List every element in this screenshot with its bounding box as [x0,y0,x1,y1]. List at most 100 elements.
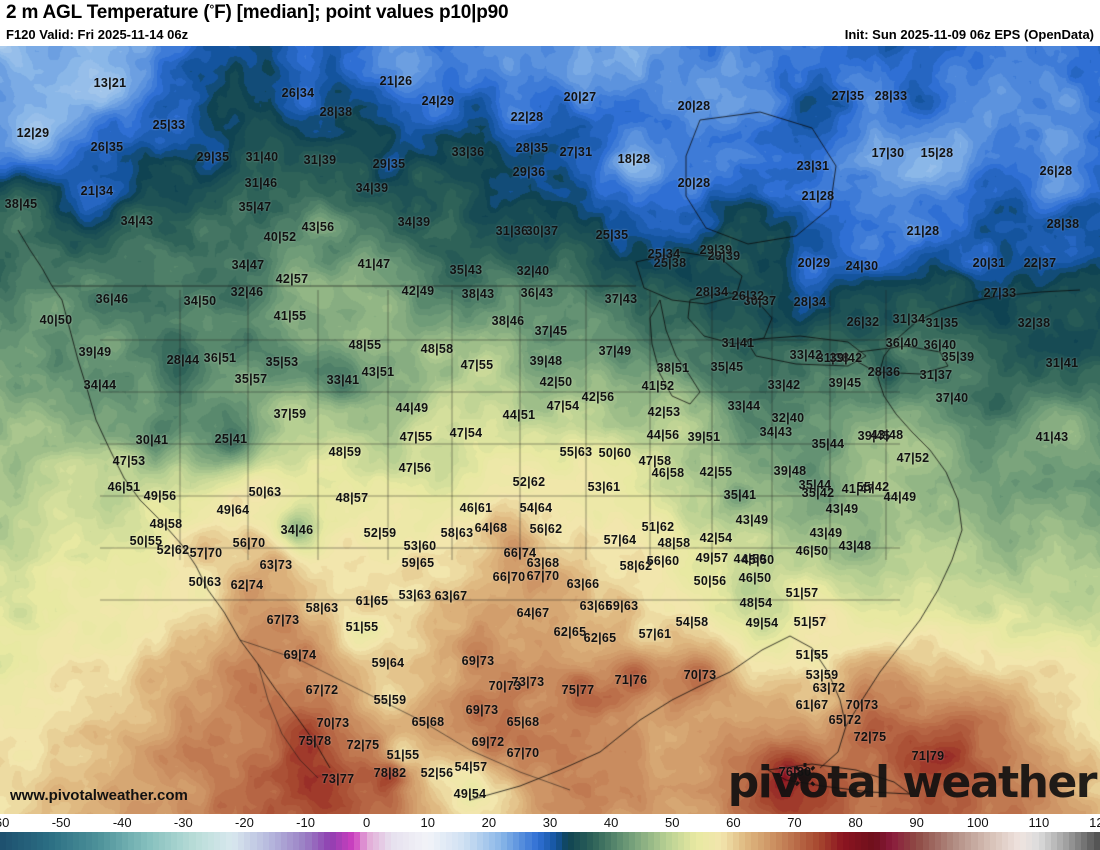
colorbar-swatch [653,832,660,850]
colorbar-swatch [623,832,630,850]
point-value-label: 64|68 [474,521,508,535]
point-value-label: 48|58 [657,536,691,550]
colorbar-swatch [329,832,337,850]
colorbar-tick-labels: -60 -50 -40 -30 -20 -10 0 10 20 30 40 50 60 70 80 90 100… [0,814,1100,832]
point-value-label: 67|70 [526,569,560,583]
point-value-label: 51|55 [345,620,379,634]
temperature-map[interactable]: 13|21 12|29 26|35 25|33 21|34 38|45 34|43 29|35… [0,46,1100,814]
point-value-label: 61|67 [795,698,829,712]
point-value-label: 65|68 [411,715,445,729]
colorbar-swatch [97,832,104,850]
colorbar-swatch [391,832,398,850]
colorbar-swatch [696,832,703,850]
point-value-label: 62|65 [583,631,617,645]
point-value-label: 26|34 [281,86,315,100]
point-value-label: 34|43 [759,425,793,439]
colorbar-swatch [207,832,214,850]
colorbar-swatch [946,832,954,850]
colorbar-swatch [641,832,648,850]
colorbar-swatch [922,832,929,850]
point-value-label: 47|58 [638,454,672,468]
point-value-label: 41|47 [357,257,391,271]
point-value-label: 53|60 [403,539,437,553]
point-value-label: 47|54 [449,426,483,440]
point-value-label: 69|63 [605,599,639,613]
point-value-label: 31|34 [892,312,926,326]
colorbar-swatch [940,832,947,850]
colorbar-swatch [439,832,446,850]
point-value-label: 40|52 [263,230,297,244]
colorbar-swatch [24,832,31,850]
point-value-label: 35|53 [265,355,299,369]
colorbar-swatch [1050,832,1057,850]
point-value-label: 35|44 [811,437,845,451]
point-value-label: 34|39 [355,181,389,195]
point-value-label: 37|40 [935,391,969,405]
colorbar-swatch [586,832,593,850]
point-value-label: 41|47 [841,482,875,496]
point-value-label: 52|62 [156,543,190,557]
point-value-label: 42|50 [539,375,573,389]
point-value-label: 55|42 [856,480,890,494]
colorbar-swatch [470,832,477,850]
colorbar-swatch [164,832,172,850]
point-value-label: 47|55 [399,430,433,444]
point-value-label: 39|45 [828,376,862,390]
colorbar-swatch [360,832,367,850]
point-value-label: 25|35 [595,228,629,242]
colorbar-swatch [1087,832,1094,850]
colorbar-swatch [146,832,153,850]
colorbar-swatch [91,832,98,850]
colorbar-swatch [995,832,1002,850]
colorbar-swatch [879,832,886,850]
point-value-label: 39|42 [829,351,863,365]
point-value-label: 26|32 [846,315,880,329]
colorbar-swatch [965,832,972,850]
colorbar-swatch [891,832,899,850]
point-value-label: 52|56 [420,766,454,780]
point-value-label: 48|58 [420,342,454,356]
point-value-label: 20|31 [972,256,1006,270]
point-value-label: 50|56 [693,574,727,588]
point-value-label: 66|70 [492,570,526,584]
point-value-label: 37|43 [604,292,638,306]
colorbar-swatch [928,832,935,850]
point-value-label: 13|21 [93,76,127,90]
valid-time-label: F120 Valid: Fri 2025-11-14 06z [6,27,189,42]
point-value-label: 22|37 [1023,256,1057,270]
point-value-label: 65|72 [828,713,862,727]
point-value-label: 39|48 [529,354,563,368]
point-value-label: 51|62 [641,520,675,534]
colorbar-swatch [971,832,978,850]
colorbar-swatch [103,832,110,850]
point-value-label: 46|58 [651,466,685,480]
point-value-label: 17|30 [871,146,905,160]
point-value-label: 55|59 [373,693,407,707]
colorbar-swatch [268,832,275,850]
point-value-label: 69|74 [283,648,317,662]
point-value-label: 49|54 [453,787,487,801]
point-value-label: 37|49 [598,344,632,358]
point-value-label: 32|46 [230,285,264,299]
point-value-label: 56|62 [529,522,563,536]
point-value-label: 71|79 [911,749,945,763]
point-value-label: 63|67 [434,589,468,603]
point-value-label: 43|51 [361,365,395,379]
colorbar-swatch [708,832,715,850]
colorbar-tick: -10 [296,815,315,830]
colorbar-swatch [745,832,752,850]
colorbar-swatch [757,832,764,850]
point-value-label: 41|52 [641,379,675,393]
colorbar-swatch [421,832,428,850]
point-value-label: 35|45 [710,360,744,374]
colorbar-tick: -40 [112,815,132,830]
point-value-label: 44|50 [733,552,767,566]
colorbar-tick: -30 [173,815,193,830]
point-value-label: 44|51 [502,408,536,422]
point-value-label: 43|49 [809,526,843,540]
point-value-label: 44|49 [883,490,917,504]
colorbar-swatch [189,832,196,850]
point-value-label: 73|73 [511,675,545,689]
point-value-label: 25|38 [653,256,687,270]
colorbar-swatch [85,832,92,850]
